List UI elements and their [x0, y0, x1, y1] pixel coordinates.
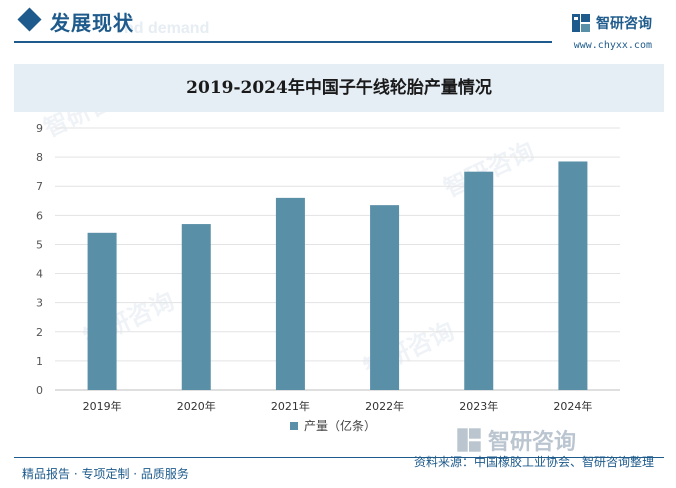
brand-name: 智研咨询	[596, 16, 652, 32]
y-tick-label: 7	[36, 180, 43, 193]
y-tick-label: 6	[36, 209, 43, 222]
brand-logo-icon	[572, 14, 590, 32]
brand-logo-icon	[457, 428, 481, 452]
x-tick-label: 2021年	[271, 399, 310, 413]
x-tick-label: 2019年	[83, 399, 122, 413]
y-tick-label: 2	[36, 326, 43, 339]
diamond-icon	[17, 7, 42, 32]
y-tick-label: 8	[36, 151, 43, 164]
x-tick-label: 2020年	[177, 399, 216, 413]
bar	[370, 205, 400, 390]
y-tick-label: 4	[36, 268, 43, 281]
source-brand-name: 智研咨询	[488, 430, 577, 455]
chart-title-band: 2019-2024年中国子午线轮胎产量情况	[14, 64, 664, 112]
brand-url: www.chyxx.com	[573, 40, 652, 51]
y-tick-label: 9	[36, 122, 43, 135]
bar	[87, 232, 117, 390]
legend-swatch	[290, 422, 298, 430]
section-title: 发展现状	[50, 11, 134, 35]
x-tick-label: 2024年	[553, 399, 592, 413]
x-tick-label: 2023年	[459, 399, 498, 413]
bar	[181, 224, 211, 390]
footer-divider	[14, 457, 664, 458]
header-divider	[14, 41, 552, 43]
section-watermark: nd demand	[124, 20, 210, 37]
legend-label: 产量（亿条）	[304, 418, 376, 433]
bar-chart: 0 1 2 3 4 5 6 7 8 9 2019年 2020年 2021年 2022年 2023年 2024年…	[36, 122, 620, 433]
y-tick-label: 0	[36, 384, 43, 397]
source-note: 资料来源：中国橡胶工业协会、智研咨询整理	[413, 455, 654, 469]
footer-slogan: 精品报告 · 专项定制 · 品质服务	[22, 467, 189, 481]
page-header: nd demand 发展现状 智研咨询 www.chyxx.com	[0, 0, 676, 58]
bar	[558, 161, 588, 390]
source-brand: 智研咨询	[456, 424, 576, 456]
chart-title: 2019-2024年中国子午线轮胎产量情况	[186, 78, 492, 98]
bar	[275, 197, 305, 390]
y-tick-label: 5	[36, 238, 43, 251]
bar	[464, 171, 494, 390]
y-tick-label: 3	[36, 297, 43, 310]
brand: 智研咨询	[571, 13, 652, 33]
y-tick-label: 1	[36, 355, 43, 368]
x-tick-label: 2022年	[365, 399, 404, 413]
